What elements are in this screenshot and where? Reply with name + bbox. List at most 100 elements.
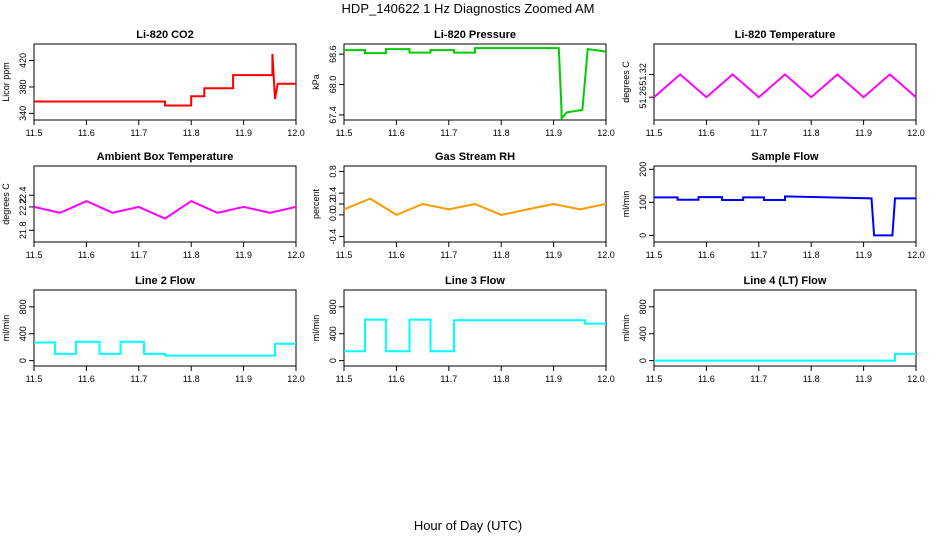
y-tick-label: 67.4 (328, 106, 338, 124)
y-tick-label: 340 (18, 106, 28, 121)
x-tick-label: 11.6 (698, 128, 715, 138)
panel-8: Line 3 Flow ml/min 11.5 11.6 11.7 11.8 11.9 12.… (311, 275, 615, 384)
y-tick-label: -0.4 (328, 229, 338, 245)
y-tick-label: 100 (638, 195, 648, 210)
y-tick-label: 51.32 (638, 63, 648, 86)
panel-title: Line 2 Flow (135, 275, 195, 287)
x-tick-label: 11.5 (646, 250, 663, 260)
y-tick-label: 400 (18, 326, 28, 341)
x-tick-label: 11.6 (388, 128, 405, 138)
panel-title: Li-820 CO2 (136, 29, 193, 41)
x-tick-label: 11.7 (440, 128, 457, 138)
x-tick-label: 11.9 (545, 374, 562, 384)
y-tick-label: 800 (638, 299, 648, 314)
panel-9: Line 4 (LT) Flow ml/min 11.5 11.6 11.7 11.8 11… (621, 275, 925, 384)
x-tick-label: 12.0 (287, 128, 305, 138)
x-tick-label: 11.8 (493, 374, 510, 384)
x-tick-label: 11.7 (750, 250, 767, 260)
panel-5: Gas Stream RH percent 11.5 11.6 11.7 11.8 11.9… (311, 151, 615, 260)
series-line (34, 340, 296, 357)
y-tick-label: 68.6 (328, 45, 338, 63)
x-tick-label: 11.7 (750, 128, 767, 138)
x-tick-label: 11.5 (646, 128, 663, 138)
y-axis-label: ml/min (621, 191, 631, 218)
figure-title: HDP_140622 1 Hz Diagnostics Zoomed AM (341, 1, 595, 16)
y-axis-label: ml/min (621, 315, 631, 342)
y-tick-label: 800 (18, 299, 28, 314)
y-axis-label: ml/min (311, 315, 321, 342)
x-tick-label: 11.7 (130, 250, 147, 260)
panel-1: Li-820 CO2 Licor ppm 11.5 11.6 11.7 11.8 11.9 1… (1, 29, 305, 138)
panel-title: Line 3 Flow (445, 275, 505, 287)
panel-title: Li-820 Pressure (434, 29, 516, 41)
y-axis-label: kPa (311, 74, 321, 90)
y-tick-label: 0 (18, 358, 28, 363)
panel-6: Sample Flow ml/min 11.5 11.6 11.7 11.8 11.9 12.… (621, 151, 925, 260)
plot-frame (33, 165, 297, 243)
x-tick-label: 12.0 (287, 250, 305, 260)
x-tick-label: 11.9 (855, 250, 872, 260)
x-tick-label: 11.6 (388, 250, 405, 260)
series-line (653, 73, 917, 99)
x-tick-label: 11.5 (336, 374, 353, 384)
x-tick-label: 11.6 (78, 250, 95, 260)
y-tick-label: 0.2 (328, 198, 338, 211)
x-tick-label: 11.6 (78, 128, 95, 138)
y-tick-label: 0 (638, 233, 648, 238)
plot-frame (653, 43, 917, 121)
y-tick-label: 420 (18, 53, 28, 68)
y-tick-label: 51.26 (638, 86, 648, 109)
x-tick-label: 11.7 (440, 374, 457, 384)
panel-title: Line 4 (LT) Flow (744, 275, 827, 287)
panel-4: Ambient Box Temperature degrees C 11.5 11.6… (1, 151, 305, 260)
y-tick-label: 0 (638, 358, 648, 363)
x-tick-label: 11.7 (440, 250, 457, 260)
x-tick-label: 11.9 (545, 128, 562, 138)
x-tick-label: 11.8 (803, 250, 820, 260)
series-line (343, 197, 607, 217)
x-tick-label: 11.8 (183, 128, 200, 138)
x-tick-label: 11.9 (235, 374, 252, 384)
y-tick-label: 200 (638, 162, 648, 177)
x-tick-label: 12.0 (597, 250, 615, 260)
x-tick-label: 12.0 (907, 128, 925, 138)
x-tick-label: 11.5 (26, 250, 43, 260)
x-tick-label: 11.8 (493, 128, 510, 138)
series-line (654, 195, 916, 237)
y-axis-label: percent (311, 188, 321, 219)
y-axis-label: degrees C (621, 61, 631, 103)
x-tick-label: 11.5 (336, 250, 353, 260)
y-tick-label: 0 (328, 358, 338, 363)
x-tick-label: 11.7 (130, 374, 147, 384)
x-tick-label: 12.0 (907, 374, 925, 384)
y-tick-label: 22.2 (18, 198, 28, 216)
x-tick-label: 11.5 (26, 374, 43, 384)
x-tick-label: 12.0 (597, 374, 615, 384)
x-tick-label: 11.5 (646, 374, 663, 384)
x-tick-label: 11.9 (855, 128, 872, 138)
plot-frame (343, 43, 607, 121)
x-tick-label: 11.8 (183, 250, 200, 260)
y-tick-label: 400 (638, 326, 648, 341)
y-tick-label: 21.8 (18, 222, 28, 240)
series-line (344, 318, 606, 353)
y-tick-label: 0.0 (328, 209, 338, 222)
plot-frame (343, 289, 607, 367)
panel-7: Line 2 Flow ml/min 11.5 11.6 11.7 11.8 11.9 12.… (1, 275, 305, 384)
x-tick-label: 12.0 (287, 374, 305, 384)
panel-title: Sample Flow (751, 151, 819, 163)
x-tick-label: 11.9 (855, 374, 872, 384)
panel-3: Li-820 Temperature degrees C 11.5 11.6 11.7 1… (621, 29, 925, 138)
y-tick-label: 800 (328, 299, 338, 314)
panel-2: Li-820 Pressure kPa 11.5 11.6 11.7 11.8 11.9 12… (311, 29, 615, 138)
plot-frame (33, 43, 297, 121)
x-tick-label: 11.8 (183, 374, 200, 384)
y-tick-label: 400 (328, 326, 338, 341)
series-line (34, 53, 296, 107)
x-tick-label: 11.8 (493, 250, 510, 260)
y-tick-label: 22.4 (18, 186, 28, 204)
panel-title: Gas Stream RH (435, 151, 515, 163)
y-axis-label: degrees C (1, 183, 11, 225)
y-tick-label: 0.8 (328, 165, 338, 178)
y-tick-label: 68.0 (328, 76, 338, 94)
